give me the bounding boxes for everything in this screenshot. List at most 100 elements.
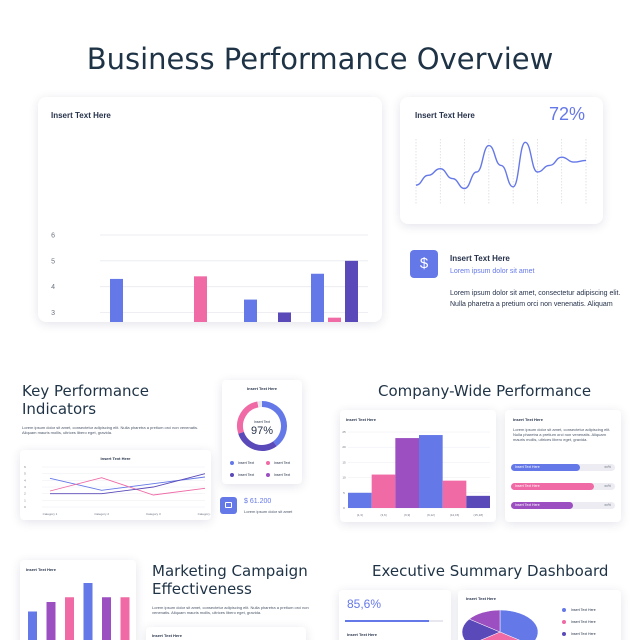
exec-section-title: Executive Summary Dashboard [372,562,609,580]
hist-y-tick-label: 20 [342,445,346,449]
kpi-line-series [49,476,206,491]
kpi-donut-card: Insert Text Here Insert Text 97% Insert … [222,380,302,484]
kpi-donut-legend-item: Insert Text [266,473,290,478]
kpi-donut-percent: 97% [250,425,274,437]
progress-value: xx% [604,465,611,469]
main-bar [278,312,291,322]
kpi-donut-slice [237,401,259,434]
marketing-bar [102,597,111,640]
kpi-line-title: Insert Text Here [100,456,131,461]
main-bar [244,299,257,322]
main-y-tick-label: 5 [51,258,55,265]
hist-bar [371,474,396,508]
kpi-donut-title: Insert Text Here [247,386,277,391]
main-chart-title: Insert Text Here [51,111,111,120]
marketing-section-body: Lorem ipsum dolor sit amet, consectetur … [152,605,309,615]
company-histogram: 0 5 10 15 20 25 [1,3] (3,6] (6,9] (9,12] (12,15] (1… [342,430,490,517]
exec-kpi-fill [345,620,429,622]
marketing-bar [83,583,93,640]
hist-x-tick-label: (9,12] [427,513,435,517]
progress-card-title: Insert Text Here [513,417,543,422]
kpi-section-title: Key Performance Indicators [22,382,150,418]
kpi-y-tick-label: 4 [24,478,26,482]
progress-label: Insert Text Here [515,503,540,507]
hist-bar [419,435,443,508]
progress-track: Insert Text Here xx% [511,483,615,490]
line-chart-card: Insert Text Here 72% [400,97,603,224]
kpi-y-tick-label: 0 [24,505,26,509]
kpi-donut-legend-item: Insert Text [230,461,254,466]
kpi-donut-chart [237,401,287,451]
hist-bar [348,492,372,508]
company-hist-title: Insert Text Here [346,417,376,422]
kpi-line-card: Insert Text Here 0 1 2 3 4 5 6 Category 1 Catego… [20,450,211,520]
hist-x-tick-label: (6,9] [404,513,410,517]
line-series [415,141,587,190]
kpi-x-tick-label: Category 2 [94,512,109,516]
kpi-line-series [50,473,206,495]
hist-x-tick-label: (3,6] [380,513,386,517]
info-block: $ Insert Text Here Lorem ipsum dolor sit… [410,250,620,330]
exec-pie-chart [461,609,539,640]
progress-value: xx% [604,503,611,507]
company-section-title: Company-Wide Performance [378,382,592,400]
main-bar [345,260,358,322]
kpi-donut-slice [238,431,277,451]
main-bar [311,273,324,322]
marketing-sub-title: Insert Text Here [152,633,182,638]
exec-pie-slice [480,631,520,640]
main-y-tick-label: 6 [51,233,55,240]
hist-y-tick-label: 15 [342,460,346,464]
hist-y-tick-label: 5 [343,491,345,495]
line-chart [415,139,587,205]
progress-fill: Insert Text Here [511,502,574,509]
hist-x-tick-label: [1,3] [357,513,363,517]
exec-kpi-card: 85,6% Insert Text Here [339,590,451,640]
marketing-bar [120,597,130,640]
hist-bar [395,438,419,508]
wallet-icon [220,497,237,514]
info-title: Insert Text Here [450,254,510,263]
kpi-line-series [49,477,206,496]
kpi-y-tick-label: 1 [24,498,26,502]
marketing-bar [65,597,74,640]
kpi-x-tick-label: Category 1 [43,512,58,516]
company-hist-card: Insert Text Here 0 5 10 15 20 25 [1,3] (3,6] (6,… [340,410,496,522]
kpi-y-tick-label: 3 [24,485,26,489]
line-chart-title: Insert Text Here [415,111,475,120]
kpi-y-tick-label: 5 [24,472,26,476]
exec-pie-title: Insert Text Here [466,596,496,601]
hist-y-tick-label: 10 [342,476,346,480]
info-body: Lorem ipsum dolor sit amet, consectetur … [450,290,621,308]
kpi-money-value: $ 61.200 [244,498,272,505]
progress-label: Insert Text Here [515,465,540,469]
exec-pie-slice [499,609,539,640]
progress-fill: Insert Text Here [511,464,580,471]
marketing-bar-card: Insert Text Here [20,560,136,640]
marketing-sub-card: Insert Text Here [146,627,306,640]
kpi-donut-slice [261,401,287,447]
exec-pie-legend-item: Insert Text Here [562,620,596,625]
exec-pie-slice [461,618,501,640]
kpi-y-tick-label: 2 [24,492,26,496]
exec-kpi-value: 85,6% [347,597,382,611]
page-title: Business Performance Overview [86,42,554,76]
progress-track: Insert Text Here xx% [511,464,615,471]
exec-pie-legend-item: Insert Text Here [562,608,596,613]
exec-pie-card: Insert Text Here Insert Text Here Insert … [458,590,621,640]
hist-y-tick-label: 25 [342,430,346,434]
kpi-line-chart: 0 1 2 3 4 5 6 Category 1 Category 2 Category 3 Cat… [24,465,211,516]
exec-kpi-title: Insert Text Here [347,632,377,637]
exec-pie-slice [468,609,501,633]
hist-y-tick-label: 0 [343,506,345,510]
main-bar [194,276,207,322]
kpi-money-caption: Lorem ipsum dolor sit amet [244,509,293,514]
company-progress-card: Insert Text Here Lorem ipsum dolor sit a… [505,410,621,522]
main-bar [110,278,123,322]
kpi-donut-legend-item: Insert Text [230,473,254,478]
hist-bar [466,495,490,508]
hist-bar [442,480,467,508]
line-chart-percent: 72% [548,104,585,124]
